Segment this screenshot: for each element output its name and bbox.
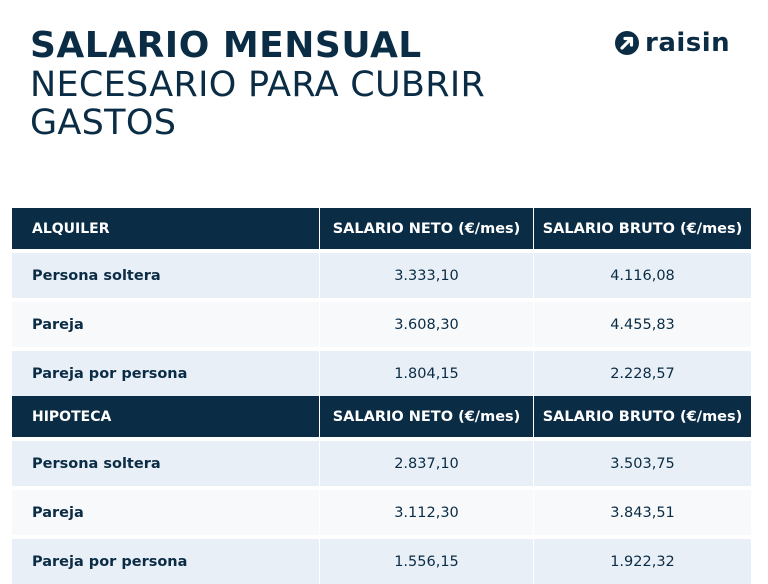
title-line-2: NECESARIO PARA CUBRIR	[30, 65, 486, 105]
neto-value: 3.112,30	[319, 490, 533, 535]
salary-table: ALQUILER SALARIO NETO (€/mes) SALARIO BR…	[12, 208, 751, 584]
row-label: Pareja por persona	[32, 365, 188, 382]
column-header-bruto: SALARIO BRUTO (€/mes)	[533, 208, 751, 249]
bruto-value: 4.116,08	[533, 253, 751, 298]
row-label: Persona soltera	[32, 455, 161, 472]
neto-value: 1.804,15	[319, 351, 533, 396]
column-header-bruto: SALARIO BRUTO (€/mes)	[533, 396, 751, 437]
neto-value: 2.837,10	[319, 441, 533, 486]
bruto-value: 3.843,51	[533, 490, 751, 535]
raisin-logo: raisin	[614, 28, 730, 58]
logo-text: raisin	[645, 28, 731, 58]
row-label: Pareja	[32, 504, 84, 521]
table-row: Persona soltera 3.333,10 4.116,08	[12, 253, 751, 298]
column-header-neto: SALARIO NETO (€/mes)	[319, 396, 533, 437]
section-header-label: HIPOTECA	[32, 408, 112, 425]
table-row: Pareja 3.112,30 3.843,51	[12, 490, 751, 535]
section-header-label: ALQUILER	[32, 220, 110, 237]
row-label: Persona soltera	[32, 267, 161, 284]
raisin-arrow-logo-icon	[615, 31, 639, 55]
neto-value: 1.556,15	[319, 539, 533, 584]
table-row: Pareja 3.608,30 4.455,83	[12, 302, 751, 347]
table-row: Persona soltera 2.837,10 3.503,75	[12, 441, 751, 486]
neto-value: 3.333,10	[319, 253, 533, 298]
row-label: Pareja	[32, 316, 84, 333]
bruto-value: 3.503,75	[533, 441, 751, 486]
page-title: SALARIO MENSUAL NECESARIO PARA CUBRIR GA…	[30, 25, 486, 143]
title-line-3: GASTOS	[30, 103, 177, 143]
table-row: Pareja por persona 1.804,15 2.228,57	[12, 351, 751, 396]
bruto-value: 4.455,83	[533, 302, 751, 347]
bruto-value: 2.228,57	[533, 351, 751, 396]
bruto-value: 1.922,32	[533, 539, 751, 584]
title-line-1: SALARIO MENSUAL	[30, 25, 422, 66]
neto-value: 3.608,30	[319, 302, 533, 347]
column-header-neto: SALARIO NETO (€/mes)	[319, 208, 533, 249]
table-row: Pareja por persona 1.556,15 1.922,32	[12, 539, 751, 584]
table-header-alquiler: ALQUILER SALARIO NETO (€/mes) SALARIO BR…	[12, 208, 751, 249]
table-header-hipoteca: HIPOTECA SALARIO NETO (€/mes) SALARIO BR…	[12, 396, 751, 437]
row-label: Pareja por persona	[32, 553, 188, 570]
